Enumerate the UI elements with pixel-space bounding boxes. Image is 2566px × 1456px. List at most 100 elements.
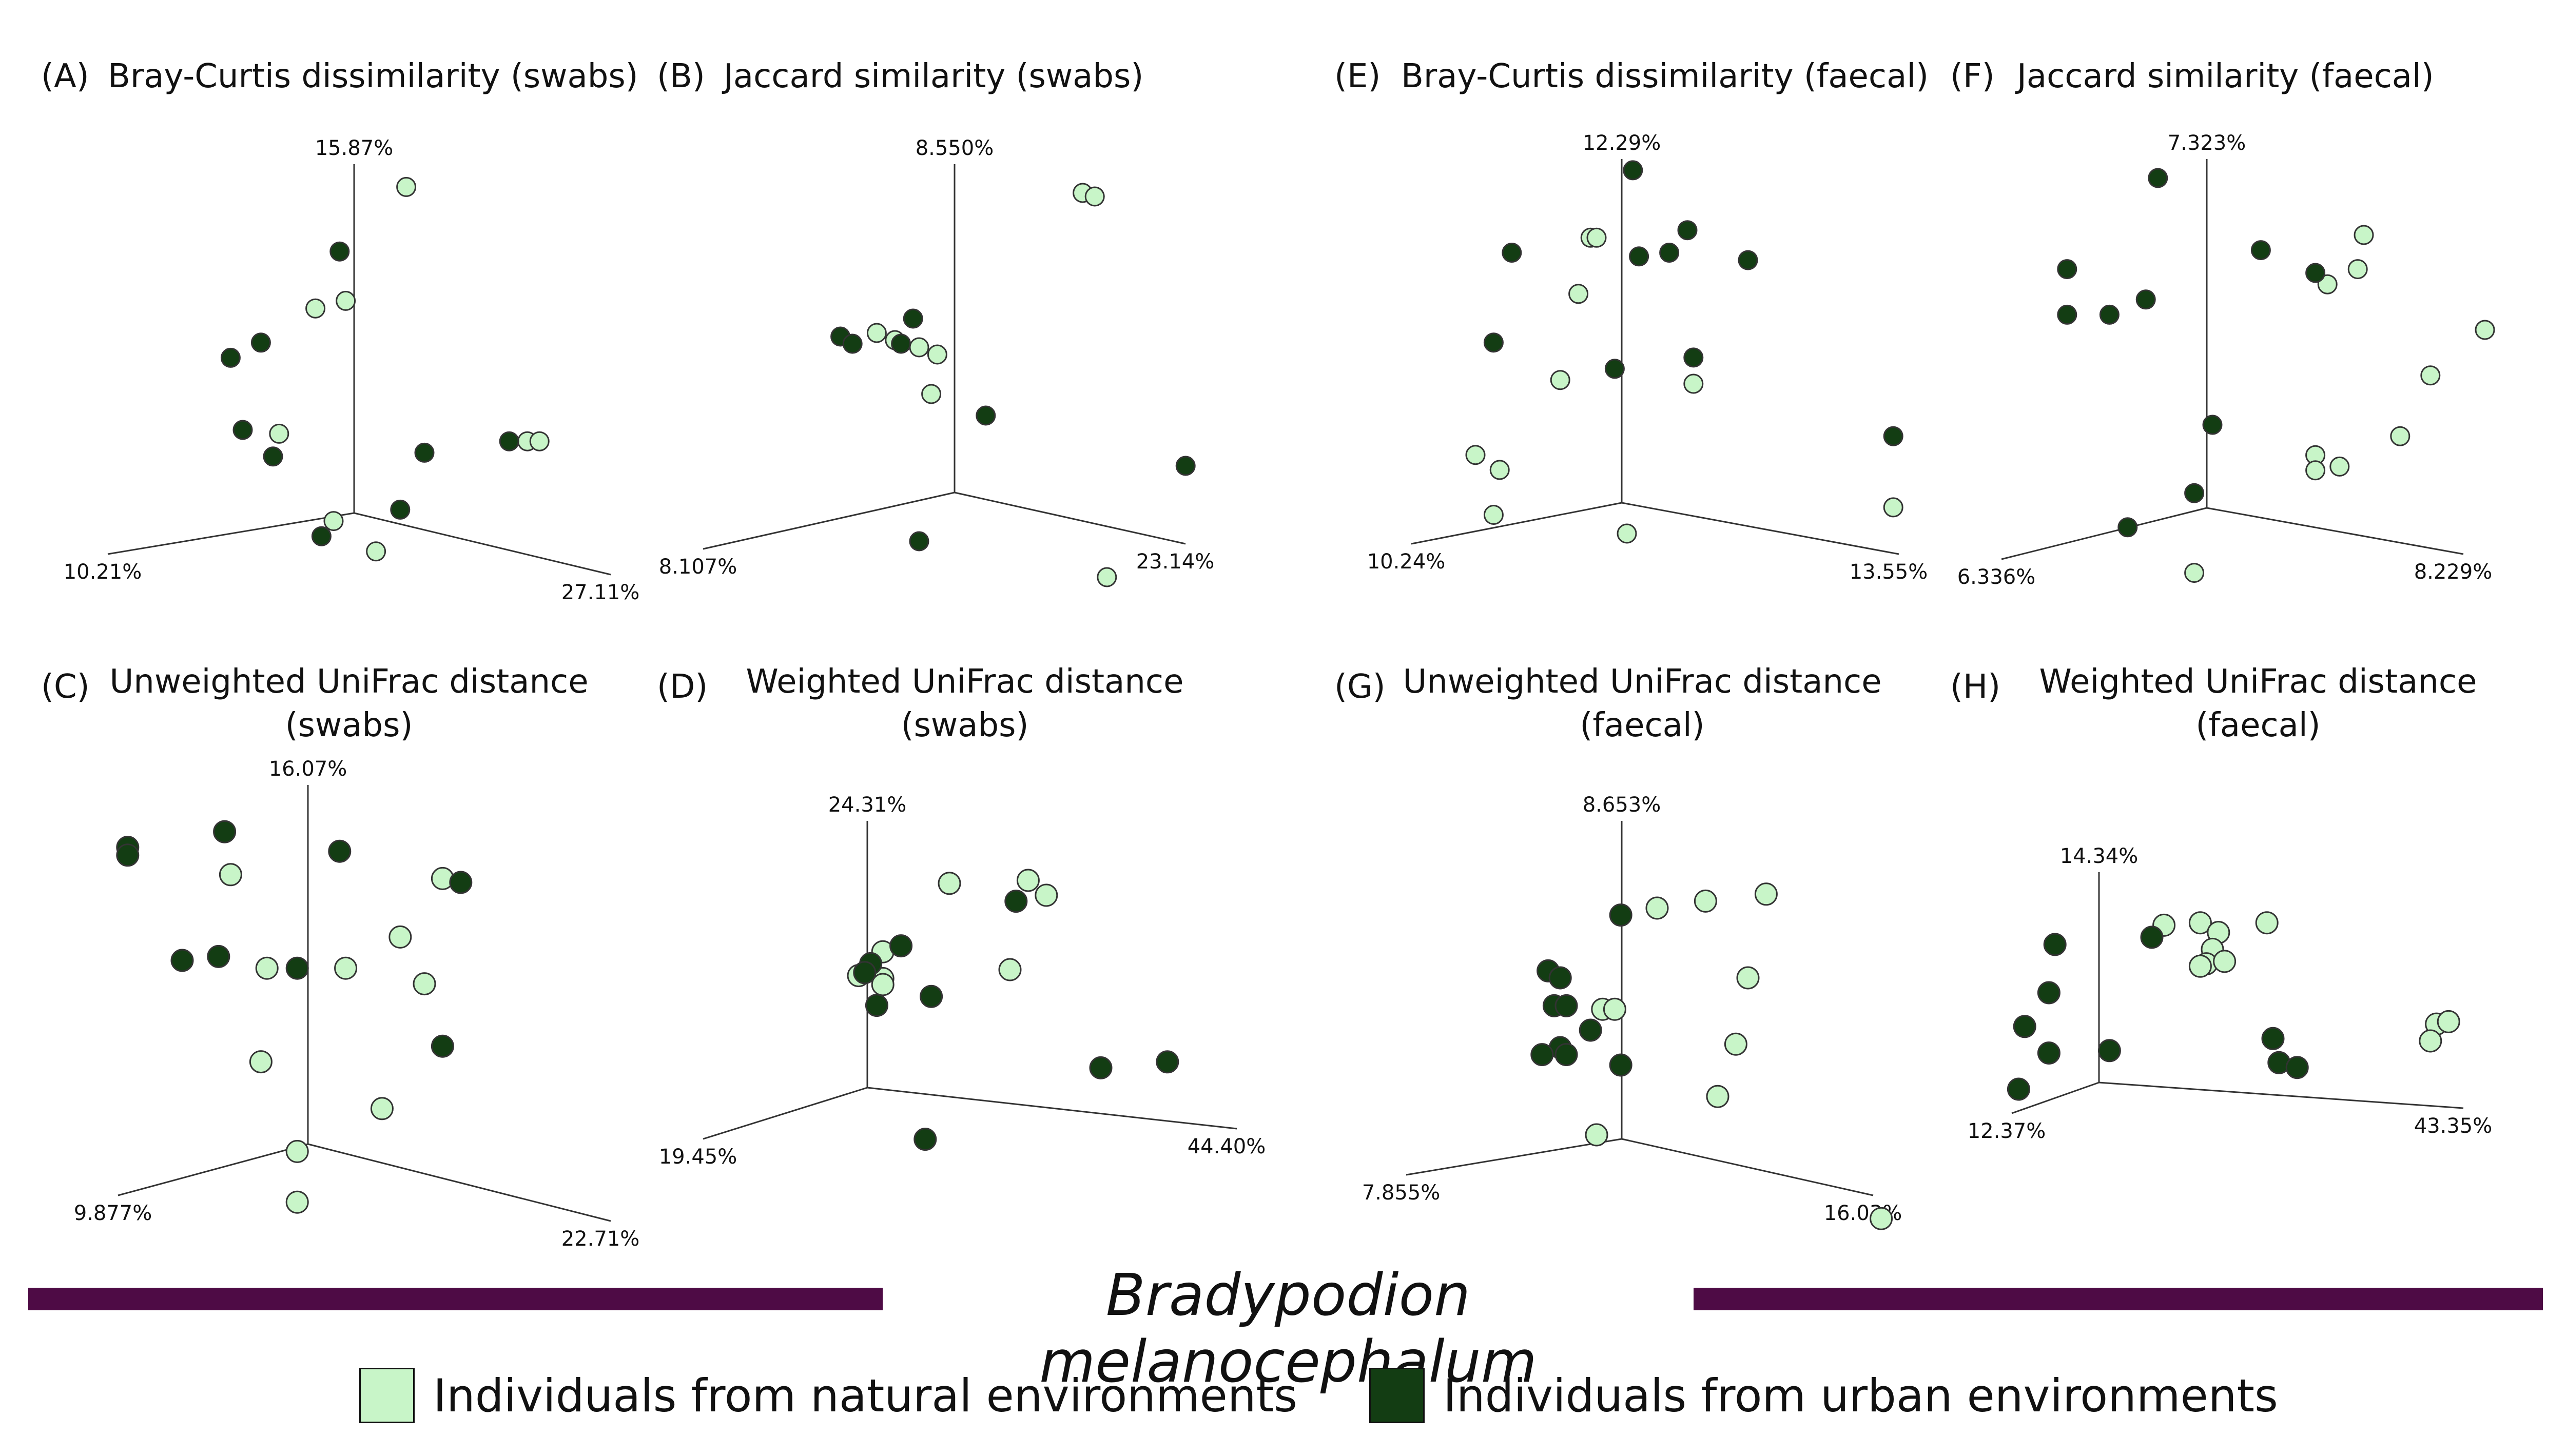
- point-urban: [1629, 246, 1649, 267]
- point-urban: [1579, 1018, 1602, 1042]
- legend-item-urban: Individuals from urban environments: [1369, 1368, 2278, 1423]
- point-natural: [909, 337, 929, 358]
- panel-label: (D): [657, 668, 708, 706]
- species-banner-bar-right: [1694, 1288, 2543, 1310]
- point-urban: [2007, 1077, 2030, 1101]
- point-natural: [2354, 225, 2374, 245]
- point-urban: [1623, 160, 1643, 181]
- point-natural: [938, 872, 961, 895]
- panel-label: (C): [41, 668, 90, 706]
- point-urban: [414, 442, 435, 463]
- point-urban: [2043, 933, 2067, 956]
- point-natural: [219, 863, 242, 887]
- point-natural: [285, 1190, 309, 1214]
- point-natural: [1097, 567, 1117, 587]
- point-urban: [1883, 426, 1903, 446]
- point-urban: [2261, 1027, 2285, 1050]
- axis-label-right: 22.71%: [561, 1227, 640, 1251]
- point-natural: [249, 1050, 273, 1074]
- axis-right: [354, 512, 611, 576]
- axis-label-left: 7.855%: [1362, 1181, 1441, 1205]
- axis-label-top: 12.29%: [1583, 131, 1661, 155]
- axis-label-top: 14.34%: [2060, 844, 2139, 868]
- point-urban: [1609, 903, 1632, 927]
- axis-left: [118, 1143, 308, 1196]
- point-urban: [2117, 517, 2138, 538]
- point-natural: [334, 956, 358, 980]
- point-urban: [1004, 890, 1028, 913]
- point-natural: [2420, 365, 2441, 386]
- axis-label-right: 27.11%: [561, 581, 640, 604]
- point-natural: [305, 298, 326, 319]
- point-natural: [336, 290, 356, 311]
- species-name: Bradypodion melanocephalum: [1039, 1262, 1537, 1395]
- axis-label-left: 9.877%: [74, 1202, 152, 1225]
- point-natural: [1568, 284, 1589, 304]
- point-urban: [2135, 289, 2156, 310]
- point-natural: [285, 1139, 309, 1163]
- panel-6: (G) Unweighted UniFrac distance (faecal) 8.…: [1334, 663, 1902, 1230]
- panel-label: (H): [1950, 668, 2000, 706]
- panel-5: (D) Weighted UniFrac distance (swabs) 24.31…: [657, 663, 1266, 1169]
- panel-title: Weighted UniFrac distance: [746, 663, 1184, 701]
- point-urban: [220, 347, 241, 368]
- legend-swatch-natural: [359, 1368, 415, 1423]
- point-natural: [1694, 889, 1717, 913]
- point-urban: [2250, 240, 2271, 261]
- species-banner-bar-left: [28, 1288, 883, 1310]
- panel-label: (F): [1950, 57, 1995, 95]
- panel-label: (B): [657, 57, 705, 95]
- panel-title: Weighted UniFrac distance: [2039, 663, 2477, 701]
- axis-right: [1621, 1138, 1874, 1196]
- axis-right: [867, 1087, 1237, 1130]
- point-urban: [891, 333, 911, 354]
- panel-1: (B) Jaccard similarity (swabs) 8.550% 8.107…: [657, 57, 1214, 587]
- point-natural: [1683, 373, 1704, 394]
- point-urban: [328, 839, 352, 863]
- panel-subtitle: (swabs): [901, 706, 1029, 744]
- point-urban: [499, 431, 519, 451]
- legend: Individuals from natural environments In…: [359, 1365, 2350, 1426]
- point-urban: [2013, 1015, 2036, 1038]
- point-urban: [250, 332, 271, 353]
- point-urban: [1502, 243, 1522, 263]
- legend-label-urban: Individuals from urban environments: [1443, 1369, 2278, 1422]
- axis-label-left: 6.336%: [1957, 565, 2036, 589]
- point-natural: [921, 384, 942, 404]
- point-natural: [1645, 896, 1669, 920]
- point-urban: [2148, 168, 2168, 188]
- point-urban: [2202, 415, 2223, 435]
- point-urban: [2285, 1056, 2309, 1079]
- point-natural: [1489, 460, 1510, 480]
- point-natural: [1754, 882, 1778, 906]
- point-natural: [2419, 1029, 2442, 1053]
- point-natural: [366, 541, 386, 562]
- point-urban: [1175, 456, 1196, 476]
- point-urban: [1609, 1053, 1632, 1077]
- point-natural: [2329, 456, 2350, 477]
- point-natural: [1035, 883, 1058, 907]
- point-urban: [976, 405, 996, 426]
- point-urban: [2057, 304, 2077, 325]
- axis-left: [107, 512, 355, 555]
- point-urban: [329, 241, 350, 262]
- axis-left: [1411, 502, 1622, 545]
- legend-item-natural: Individuals from natural environments: [359, 1368, 1297, 1423]
- panel-title: Unweighted UniFrac distance: [109, 663, 588, 701]
- panel-subtitle: (faecal): [1580, 706, 1704, 744]
- point-urban: [1548, 966, 1572, 990]
- point-urban: [263, 446, 283, 467]
- point-natural: [269, 423, 289, 444]
- axis-label-top: 15.87%: [315, 136, 394, 160]
- point-urban: [903, 308, 923, 329]
- axis-right: [2098, 1081, 2464, 1109]
- panel-title: Bray-Curtis dissimilarity (swabs): [108, 57, 638, 95]
- point-natural: [2437, 1010, 2460, 1033]
- axis-label-left: 8.107%: [659, 555, 737, 579]
- point-natural: [529, 431, 550, 451]
- point-urban: [431, 1034, 454, 1058]
- axis-label-top: 16.07%: [269, 757, 347, 781]
- legend-swatch-urban: [1369, 1368, 1425, 1423]
- axis-label-top: 24.31%: [828, 793, 907, 817]
- point-urban: [913, 1128, 937, 1151]
